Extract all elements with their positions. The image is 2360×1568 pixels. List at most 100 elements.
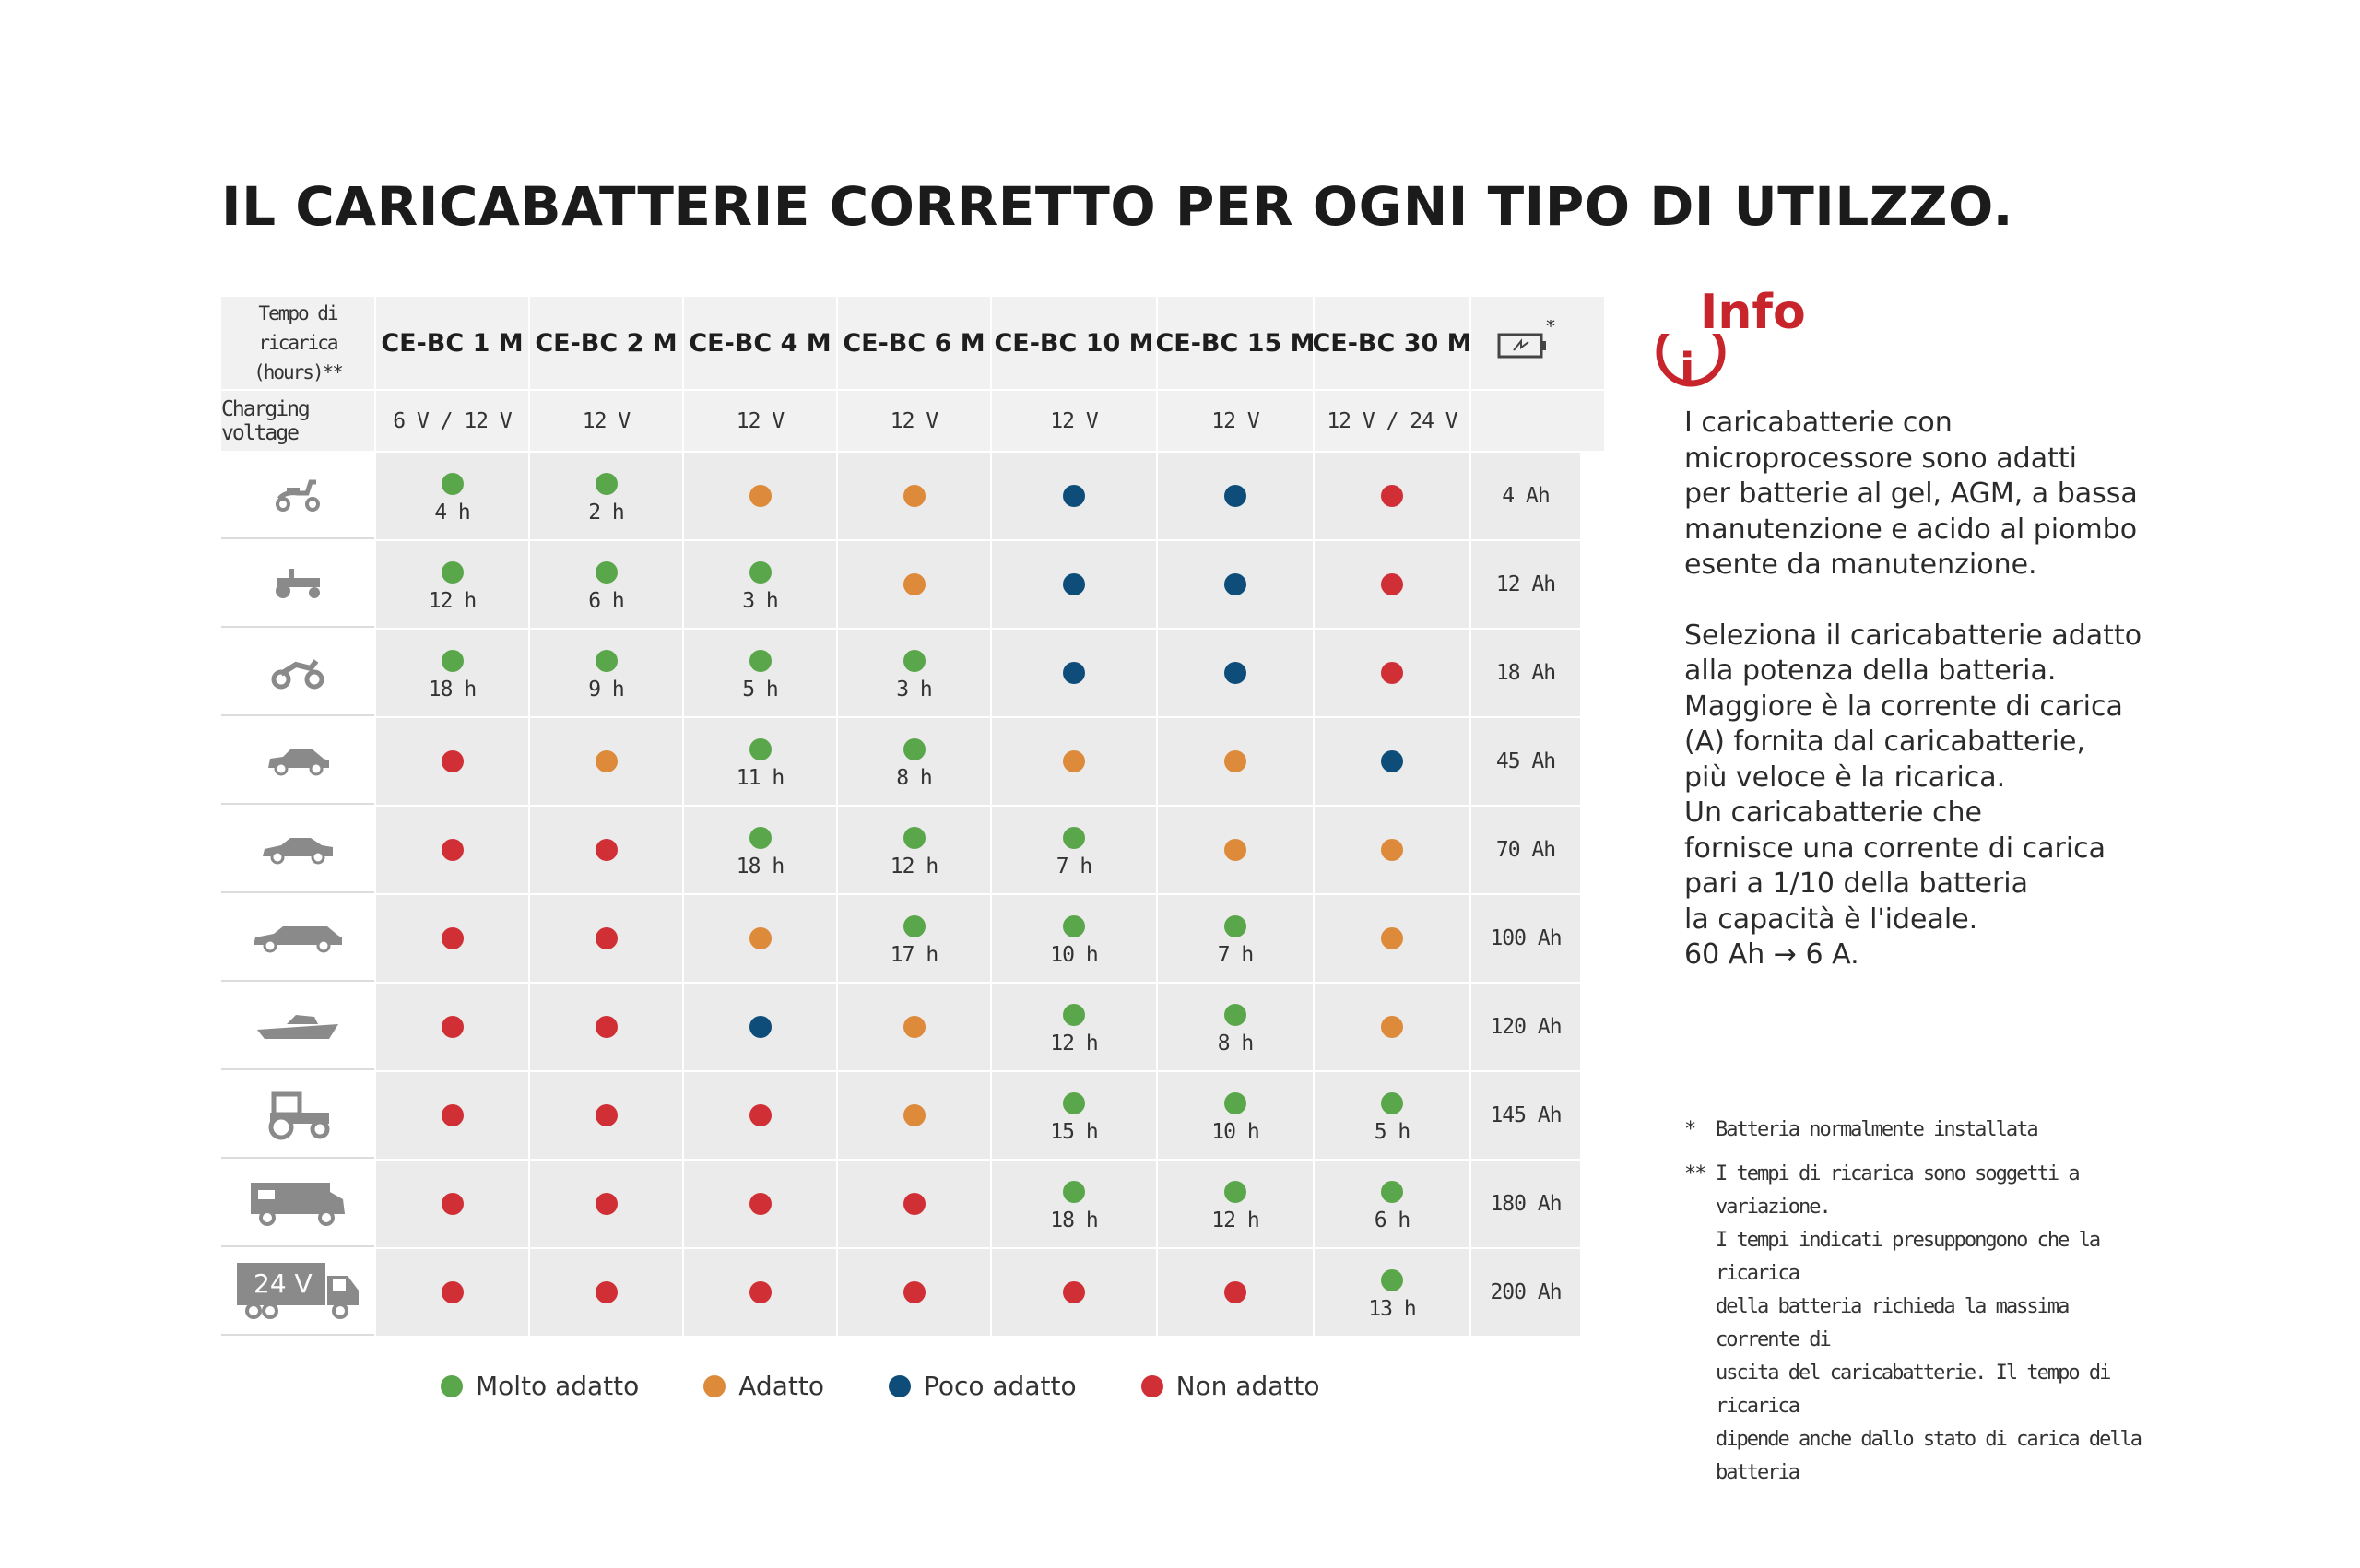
voltage-value: 12 V (582, 408, 631, 433)
vehicle-cell: 24 V (221, 1249, 374, 1336)
rating-dot-g (441, 650, 464, 672)
info-line: I caricabatterie con (1684, 407, 1953, 439)
rating-dot-r (441, 839, 464, 861)
rating-dot-r (1381, 662, 1403, 684)
footnotes: * Batteria normalmente installata ** I temp… (1684, 1114, 2145, 1490)
rating-cell (374, 895, 528, 982)
rating-cell (990, 541, 1156, 628)
charge-time: 12 h (1211, 1208, 1259, 1232)
info-paragraph-2: Seleziona il caricabatterie adatto alla p… (1684, 619, 2164, 973)
model-name: CE-BC 4 M (689, 328, 832, 358)
rating-cell: 11 h (682, 718, 836, 805)
rating-dot-r (1381, 485, 1403, 507)
charge-time: 15 h (1050, 1120, 1098, 1144)
legend: Molto adatto Adatto Poco adatto Non adatto (441, 1371, 1384, 1401)
model-name: CE-BC 15 M (1155, 328, 1316, 358)
rating-cell (1313, 718, 1469, 805)
time-header-line: ricarica (hours)** (254, 332, 344, 383)
rating-cell (682, 1072, 836, 1159)
rating-dot-r (441, 1281, 464, 1303)
info-line: fornisce una corrente di carica (1684, 831, 2106, 865)
model-header: CE-BC 4 M (682, 297, 836, 389)
rating-cell (1313, 895, 1469, 982)
rating-cell (836, 1072, 990, 1159)
model-header: CE-BC 2 M (528, 297, 682, 389)
rating-cell: 17 h (836, 895, 990, 982)
rating-cell (1156, 1249, 1313, 1336)
voltage-value: 12 V (736, 408, 785, 433)
model-name: CE-BC 1 M (381, 328, 524, 358)
rating-dot-r (749, 1281, 772, 1303)
vehicle-cell (221, 1072, 374, 1159)
rating-dot-g (903, 650, 926, 672)
capacity-value: 145 Ah (1490, 1103, 1562, 1127)
capacity-value: 100 Ah (1490, 926, 1562, 950)
rating-cell (528, 1161, 682, 1247)
boat-icon (254, 1008, 342, 1044)
small-car-icon (263, 742, 333, 779)
rating-dot-r (1224, 1281, 1246, 1303)
info-line: alla potenza della batteria. (1684, 654, 2057, 687)
scooter-icon (270, 477, 325, 513)
rating-dot-g (441, 561, 464, 584)
rating-cell: 10 h (1156, 1072, 1313, 1159)
charge-time: 9 h (588, 678, 625, 701)
rating-cell (1313, 541, 1469, 628)
voltage-cell: 12 V (682, 391, 836, 451)
rating-cell: 12 h (990, 984, 1156, 1070)
rating-cell (374, 718, 528, 805)
footnote-mark: ** (1684, 1162, 1707, 1185)
voltage-row: Charging voltage 6 V / 12 V 12 V 12 V 12 V 12… (221, 389, 1604, 451)
rating-cell: 15 h (990, 1072, 1156, 1159)
vehicle-cell (221, 984, 374, 1070)
rating-cell (528, 718, 682, 805)
charge-time: 6 h (588, 589, 625, 613)
charge-time: 5 h (1374, 1120, 1411, 1144)
rating-cell (836, 1161, 990, 1247)
rating-cell: 6 h (1313, 1161, 1469, 1247)
voltage-label: Charging voltage (221, 396, 311, 445)
footnote: ** I tempi di ricarica sono soggetti a va… (1684, 1158, 2145, 1490)
charge-time: 12 h (428, 589, 477, 613)
charge-time: 5 h (742, 678, 779, 701)
rating-cell (990, 630, 1156, 716)
charge-time: 7 h (1217, 943, 1255, 967)
charge-time: 8 h (1217, 1032, 1255, 1055)
capacity-value: 4 Ah (1502, 484, 1550, 508)
rating-cell (990, 453, 1156, 539)
rating-dot-o (903, 1016, 926, 1038)
rating-cell (528, 1072, 682, 1159)
rating-cell: 7 h (1156, 895, 1313, 982)
capacity-cell: 200 Ah (1469, 1249, 1580, 1336)
rating-cell: 8 h (836, 718, 990, 805)
rating-cell (1313, 630, 1469, 716)
time-header: Tempo di ricarica (hours)** (221, 297, 374, 389)
legend-label: Adatto (738, 1371, 824, 1401)
footnote-line: I tempi indicati presuppongono che la ri… (1716, 1229, 2101, 1285)
capacity-value: 45 Ah (1495, 749, 1556, 773)
rating-dot-r (1063, 1281, 1085, 1303)
rating-cell (1156, 453, 1313, 539)
rating-dot-g (749, 827, 772, 849)
vehicle-cell (221, 541, 374, 628)
charge-time: 18 h (736, 855, 785, 878)
legend-label: Poco adatto (923, 1371, 1077, 1401)
rating-cell (1156, 718, 1313, 805)
rating-dot-o (1224, 750, 1246, 772)
rating-dot-r (749, 1104, 772, 1126)
capacity-value: 18 Ah (1495, 661, 1556, 685)
voltage-cell: 12 V (1156, 391, 1313, 451)
charge-time: 4 h (434, 501, 471, 525)
rating-cell (374, 807, 528, 893)
info-line: la capacità è l'ideale. (1684, 902, 1978, 936)
rating-dot-o (903, 1104, 926, 1126)
info-paragraph-1: I caricabatterie con microprocessore sono… (1684, 406, 2164, 584)
capacity-value: 120 Ah (1490, 1015, 1562, 1039)
rating-dot-r (903, 1281, 926, 1303)
rating-cell (682, 984, 836, 1070)
rating-cell (374, 1072, 528, 1159)
capacity-cell: 18 Ah (1469, 630, 1580, 716)
rating-cell (990, 718, 1156, 805)
voltage-value: 12 V (890, 408, 938, 433)
rating-cell: 13 h (1313, 1249, 1469, 1336)
